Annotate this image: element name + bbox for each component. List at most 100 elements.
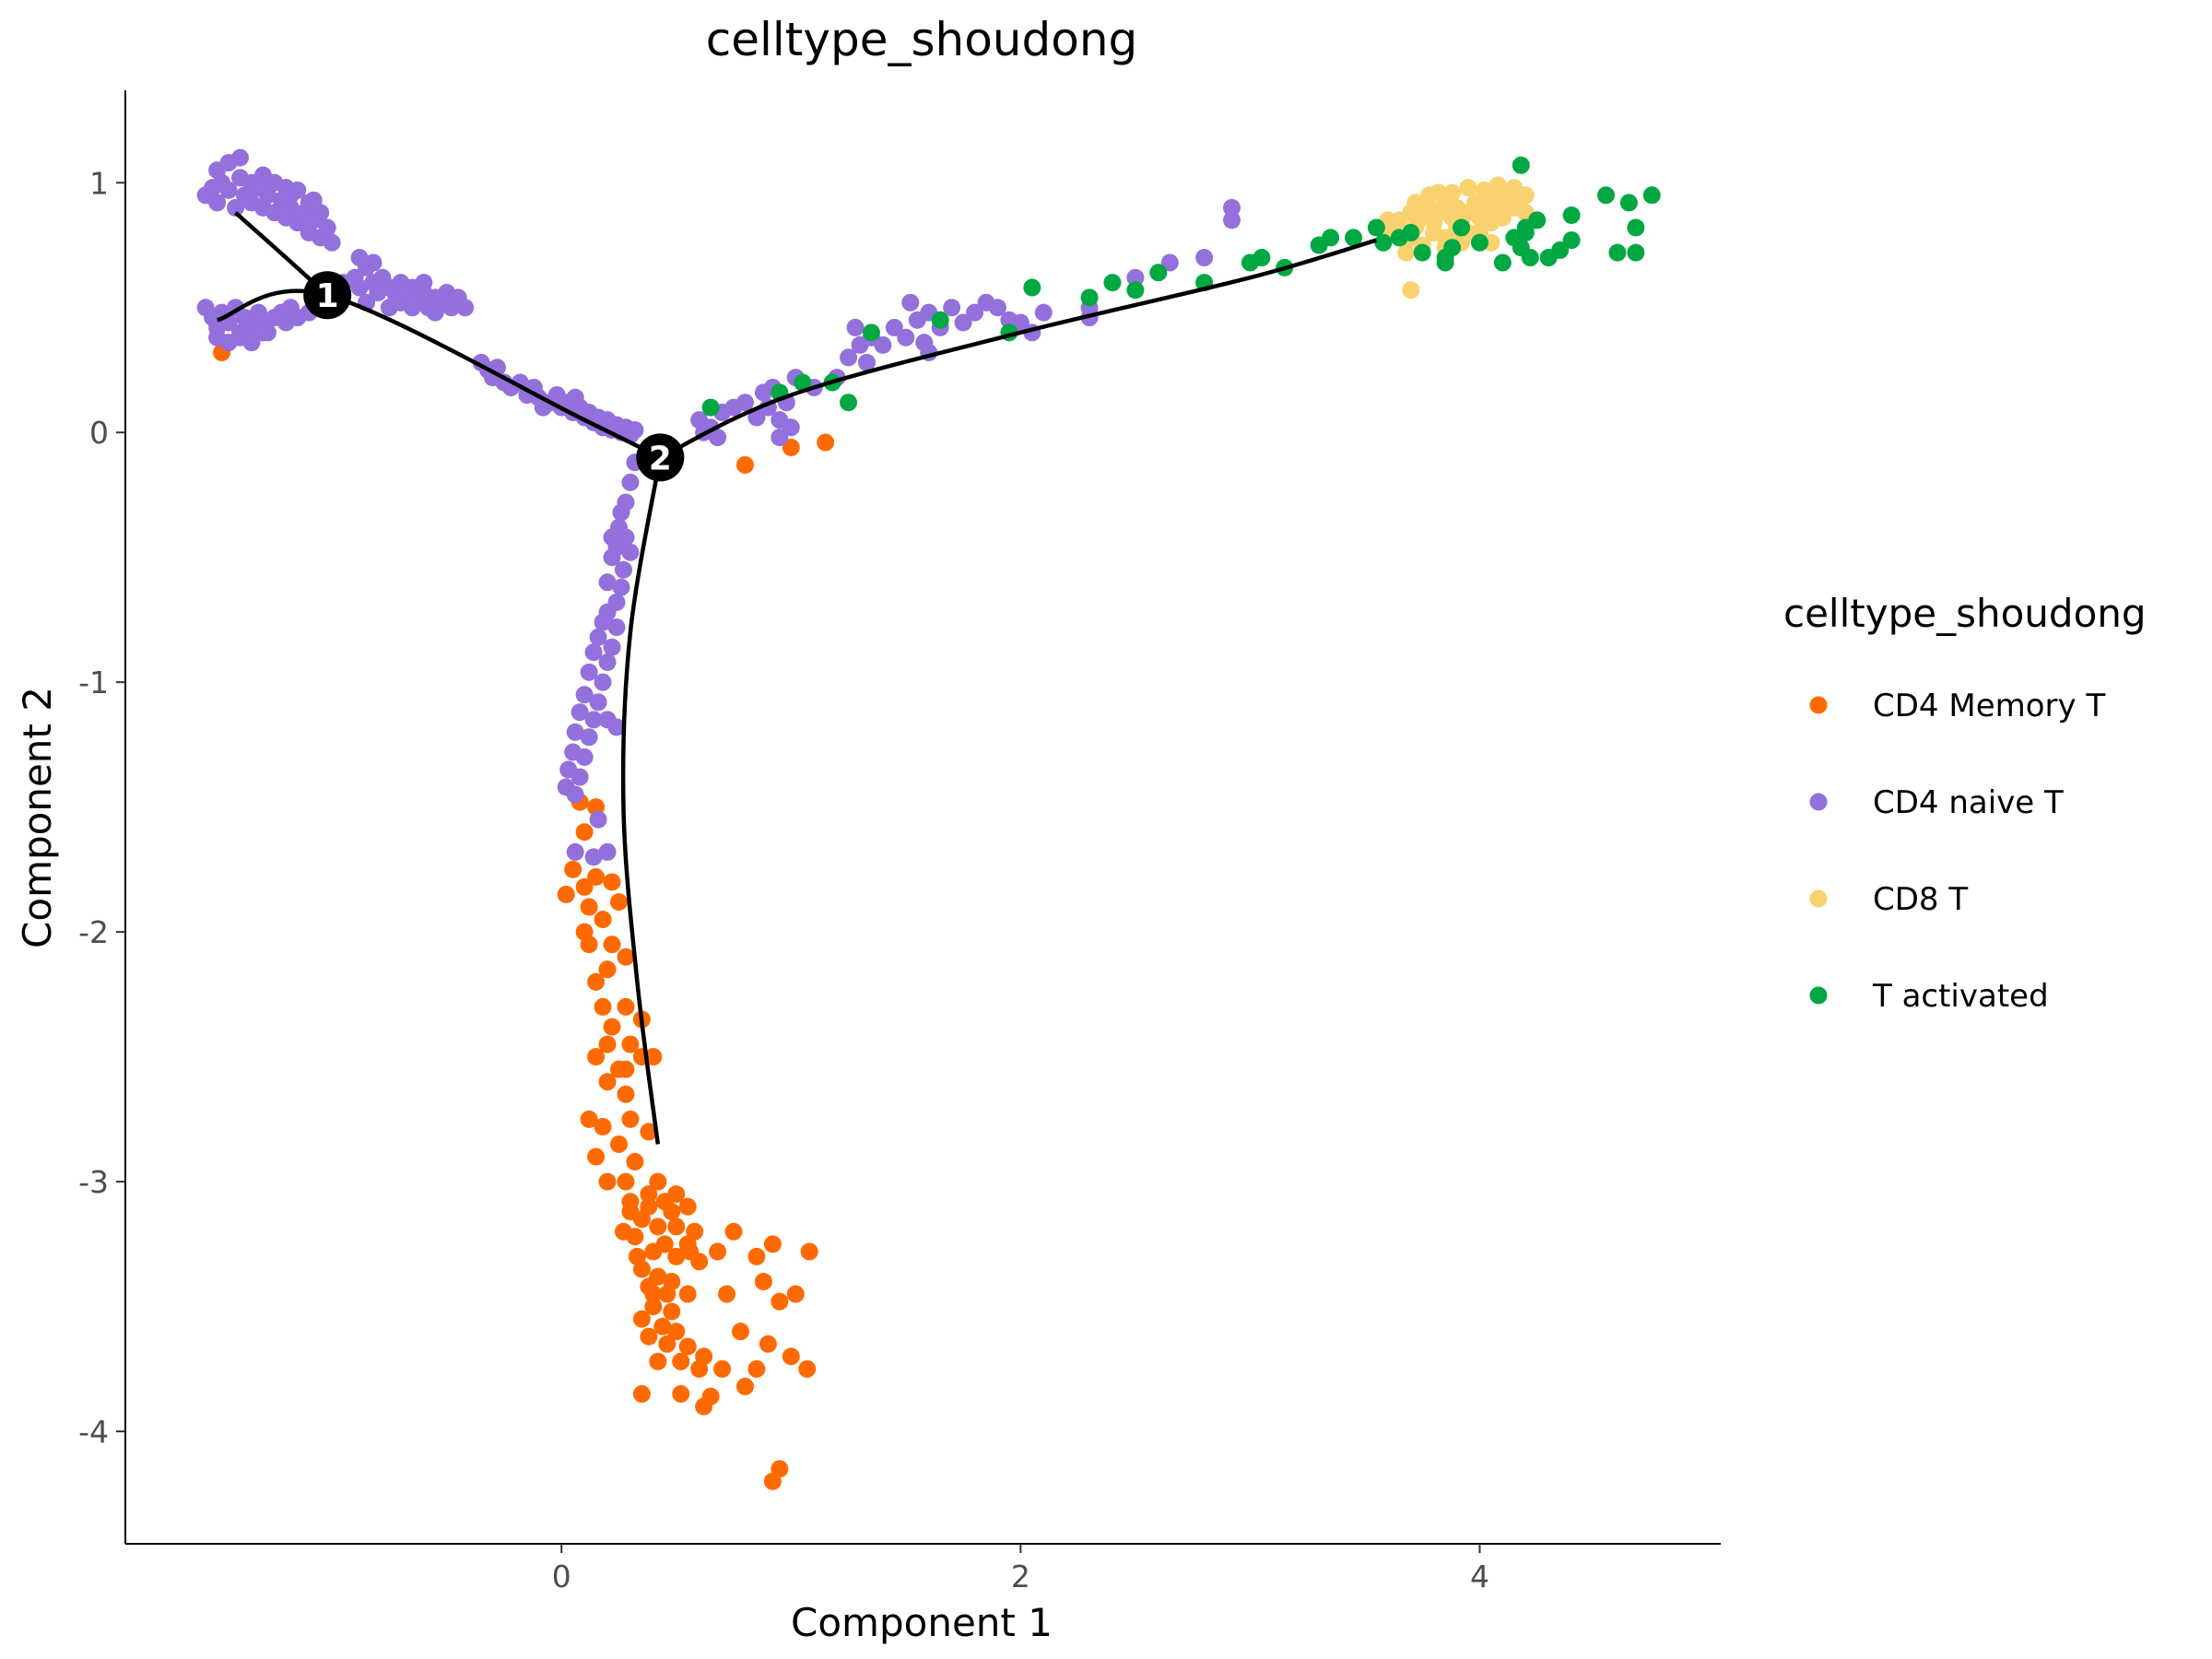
point-series-0-11 (557, 885, 575, 903)
branch-point-marker-2 (636, 433, 685, 482)
legend-key-3 (1809, 986, 1828, 1005)
point-series-2-46 (1430, 183, 1448, 202)
legend-label-0: CD4 Memory T (1873, 688, 2105, 724)
point-series-0-31 (617, 1085, 635, 1103)
point-series-3-6 (931, 311, 949, 329)
branch-point-2: 2 (636, 433, 685, 482)
point-series-0-34 (621, 1110, 640, 1128)
point-series-3-41 (1596, 186, 1615, 205)
point-series-0-26 (587, 1048, 606, 1066)
point-series-1-203 (598, 842, 617, 861)
point-series-3-37 (1562, 231, 1581, 250)
point-series-1-83 (426, 303, 444, 322)
point-series-2-31 (1493, 208, 1512, 227)
point-series-0-40 (617, 1172, 635, 1191)
point-series-3-45 (1627, 243, 1645, 262)
legend-label-2: CD8 T (1873, 881, 1968, 918)
point-series-3-46 (1642, 186, 1661, 205)
point-series-0-90 (690, 1359, 709, 1378)
y-tick-label-4: -3 (78, 1164, 109, 1200)
legend-label-3: T activated (1872, 978, 2049, 1015)
point-series-0-84 (718, 1285, 736, 1303)
point-series-1-155 (1126, 268, 1145, 287)
point-series-1-15 (281, 198, 300, 217)
point-series-1-205 (589, 810, 607, 829)
series-0 (213, 344, 835, 1490)
point-series-0-16 (603, 935, 621, 954)
point-series-0-12 (609, 893, 628, 912)
point-series-0-57 (667, 1247, 686, 1265)
point-series-1-148 (966, 303, 984, 322)
point-series-3-27 (1453, 218, 1471, 237)
point-series-0-75 (672, 1352, 690, 1371)
point-series-0-74 (649, 1352, 667, 1371)
point-series-1-184 (584, 643, 603, 662)
point-series-3-38 (1562, 206, 1581, 224)
point-series-1-135 (840, 348, 858, 367)
branch-point-label-2: 2 (649, 440, 672, 477)
point-series-0-86 (747, 1247, 766, 1265)
point-series-1-174 (603, 548, 621, 567)
point-series-0-97 (681, 1242, 700, 1261)
point-series-1-182 (589, 628, 607, 646)
point-series-1-192 (566, 723, 584, 741)
point-series-0-88 (709, 1242, 727, 1261)
point-series-1-202 (584, 848, 603, 866)
point-series-0-85 (800, 1242, 818, 1261)
point-series-0-81 (754, 1272, 772, 1290)
point-series-3-18 (1322, 229, 1340, 247)
point-series-1-114 (626, 421, 644, 440)
point-series-3-9 (1080, 288, 1099, 307)
y-tick-label-5: -4 (78, 1414, 109, 1450)
point-series-3-33 (1521, 249, 1539, 267)
point-series-0-13 (580, 898, 598, 916)
point-series-1-56 (253, 324, 272, 342)
point-series-3-40 (1516, 223, 1535, 241)
point-series-0-79 (731, 1323, 749, 1341)
point-series-1-177 (612, 578, 630, 596)
point-series-2-42 (1397, 243, 1416, 262)
point-series-1-139 (874, 335, 892, 354)
point-series-0-100 (644, 1285, 663, 1303)
point-series-0-77 (747, 1359, 766, 1378)
point-series-1-168 (612, 503, 630, 522)
y-tick-label-2: -1 (78, 665, 109, 700)
point-series-0-32 (580, 1110, 598, 1128)
point-series-0-9 (603, 873, 621, 891)
point-series-0-22 (617, 997, 635, 1016)
point-series-0-41 (640, 1185, 658, 1204)
point-series-3-5 (862, 324, 880, 342)
point-series-3-36 (1551, 241, 1570, 259)
point-series-0-72 (678, 1337, 697, 1356)
point-series-0-82 (771, 1292, 789, 1311)
point-series-1-130 (782, 418, 800, 437)
point-series-2-34 (1443, 183, 1462, 202)
point-series-1-195 (575, 747, 594, 766)
point-series-1-24 (231, 148, 250, 167)
trajectory-segment-0 (216, 288, 662, 460)
point-series-0-80 (782, 1347, 800, 1366)
point-series-3-20 (1367, 218, 1385, 237)
point-series-0-17 (580, 935, 598, 954)
point-series-3-15 (1253, 249, 1271, 267)
point-series-0-78 (759, 1335, 777, 1353)
point-series-1-4 (219, 181, 238, 199)
point-series-1-180 (594, 613, 612, 631)
point-series-0-3 (817, 433, 835, 452)
point-series-3-4 (840, 394, 858, 412)
point-series-1-79 (350, 249, 369, 267)
y-tick-label-0: 1 (89, 165, 109, 201)
point-series-1-204 (566, 842, 584, 861)
y-tick-label-3: -2 (78, 914, 109, 950)
point-series-0-83 (786, 1285, 805, 1303)
point-series-1-199 (566, 785, 584, 804)
point-series-0-20 (587, 972, 606, 991)
point-series-3-44 (1627, 218, 1645, 237)
point-series-3-2 (794, 373, 812, 392)
point-series-1-163 (901, 293, 920, 312)
point-series-0-18 (617, 947, 635, 966)
trajectory (216, 211, 1378, 1145)
point-series-1-82 (415, 274, 433, 292)
branch-point-marker-1 (303, 271, 352, 320)
point-series-1-85 (380, 299, 398, 317)
